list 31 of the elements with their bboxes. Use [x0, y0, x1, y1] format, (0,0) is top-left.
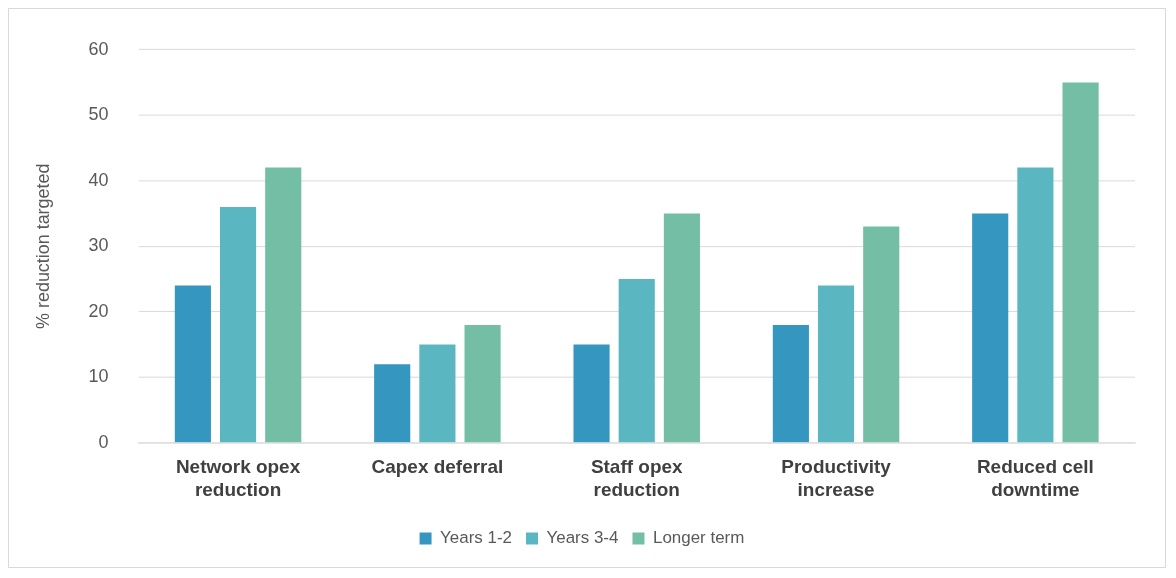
x-tick-label: Capex deferral [371, 456, 504, 478]
bar [1017, 167, 1054, 443]
bar [663, 213, 700, 443]
y-tick-label: 30 [88, 235, 109, 256]
bar [1062, 82, 1099, 443]
bar [464, 324, 501, 443]
x-tick-label: Staff opex reduction [590, 456, 684, 501]
y-tick-label: 0 [98, 431, 109, 452]
y-tick-label: 40 [88, 169, 109, 190]
legend-label: Years 3-4 [546, 528, 619, 548]
legend-label: Longer term [652, 528, 745, 548]
bar [419, 344, 456, 443]
bar [817, 285, 855, 443]
bar [265, 167, 302, 443]
bar [374, 364, 411, 443]
y-tick-label: 50 [88, 104, 109, 125]
y-axis-title: % reduction targeted [32, 163, 53, 329]
bar [219, 206, 257, 443]
x-tick-label: Reduced cell downtime [976, 456, 1094, 501]
legend-label: Years 1-2 [440, 528, 512, 548]
bar [972, 213, 1009, 443]
y-tick-label: 10 [88, 366, 109, 387]
bar [863, 226, 900, 443]
y-tick-label: 20 [88, 300, 109, 321]
x-tick-label: Productivity increase [781, 456, 892, 501]
bar [174, 285, 211, 443]
y-tick-label: 60 [88, 38, 109, 59]
bar [772, 324, 809, 443]
bar [618, 279, 655, 443]
x-tick-label: Network opex reduction [175, 456, 301, 501]
bar [573, 344, 610, 443]
